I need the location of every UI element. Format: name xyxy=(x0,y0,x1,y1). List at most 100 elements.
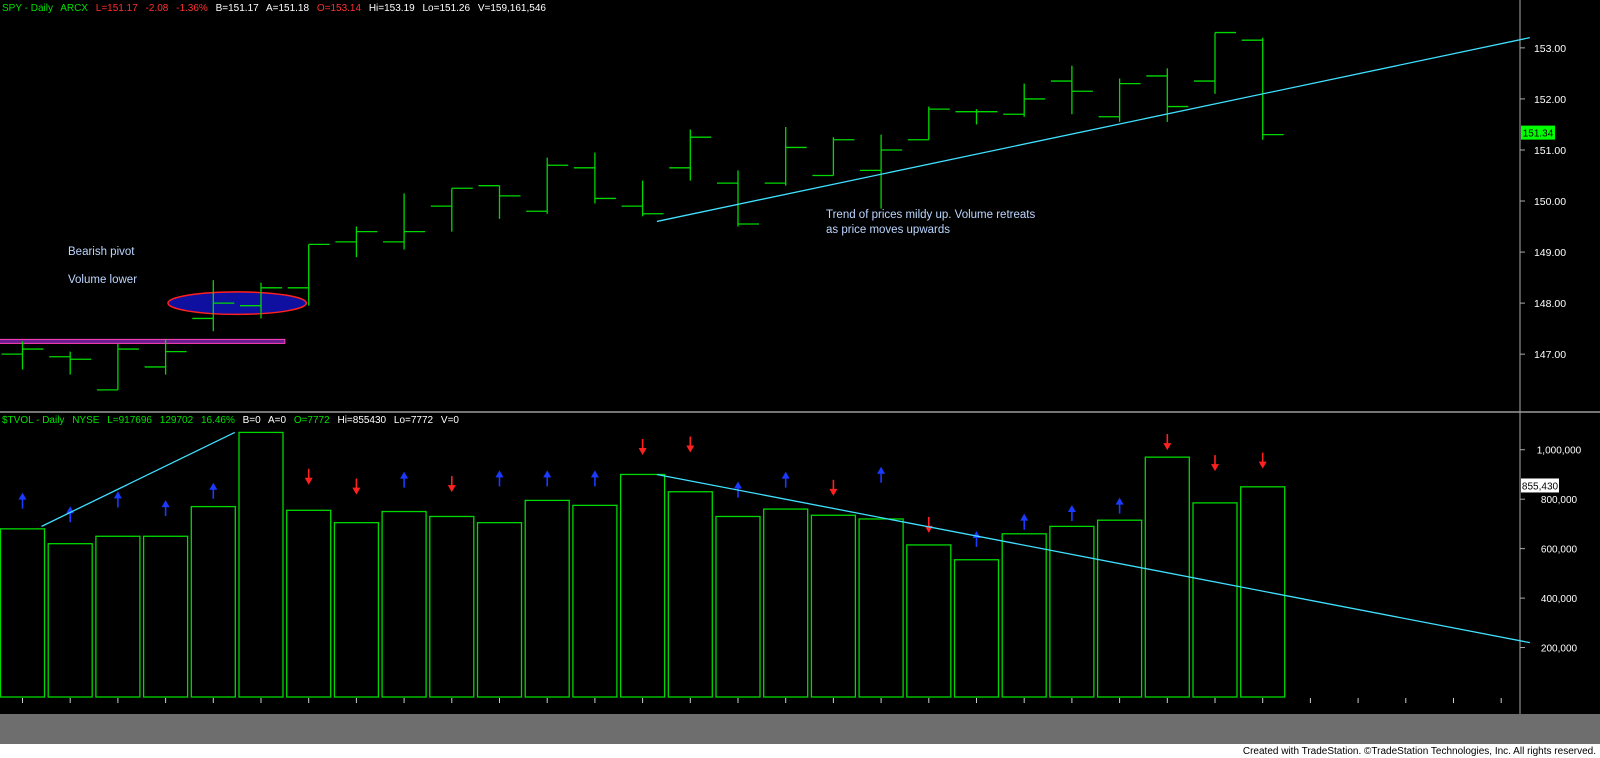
bearish-pivot-annotation: Bearish pivot Volume lower xyxy=(68,245,137,288)
down-arrow-icon xyxy=(638,439,647,456)
x-tick-label: 14 xyxy=(65,705,77,716)
x-tick-label: 15 xyxy=(112,705,124,716)
up-arrow-icon xyxy=(161,500,170,517)
x-tick-label: 18 xyxy=(255,705,267,716)
price-bar xyxy=(49,351,92,375)
volume-trendline-down xyxy=(656,473,1530,644)
up-arrow-icon xyxy=(877,466,886,483)
price-bar xyxy=(1003,83,1046,117)
volume-bar xyxy=(476,522,523,698)
down-arrow-icon xyxy=(304,468,313,485)
arrow-head xyxy=(113,491,122,499)
x-tick-label: 7 xyxy=(878,705,884,716)
x-tick-label: 22 xyxy=(1353,705,1365,716)
price-bar xyxy=(1241,37,1284,140)
up-arrow-icon xyxy=(1115,497,1124,514)
volume-bar xyxy=(667,491,713,698)
arrow-head xyxy=(1211,464,1219,472)
x-tick-label: 22 xyxy=(303,705,315,716)
x-tick-label: 26 xyxy=(1448,705,1460,716)
arrow-head xyxy=(734,481,742,489)
x-tick-label: 25 xyxy=(1400,705,1412,716)
x-tick-label: 31 xyxy=(637,705,649,716)
volume-bar xyxy=(858,518,904,698)
price-bid: B=151.17 xyxy=(215,3,259,14)
volume-bar xyxy=(238,431,284,698)
arrow-head xyxy=(781,471,790,479)
price-change-pct: -1.36% xyxy=(176,3,208,14)
arrow-head xyxy=(1020,513,1029,521)
arrow-head xyxy=(1067,505,1076,513)
price-bar xyxy=(430,187,473,232)
x-tick-label: 24 xyxy=(399,705,411,716)
volume-bar xyxy=(810,514,857,698)
volume-tick-label: 200,000 xyxy=(1541,644,1578,655)
volume-bar xyxy=(333,522,380,698)
x-tick-label: Feb xyxy=(682,705,700,716)
price-bar xyxy=(764,126,807,186)
up-arrow-icon xyxy=(18,492,27,509)
volume-bar xyxy=(381,510,427,698)
price-tick-label: 153.00 xyxy=(1534,43,1566,55)
x-tick-label: 11 xyxy=(17,705,28,716)
arrow-head xyxy=(400,471,409,479)
up-arrow-icon xyxy=(1067,505,1076,522)
price-bar xyxy=(717,170,759,227)
x-tick-label: 27 xyxy=(1496,705,1508,716)
price-bar xyxy=(1050,65,1093,115)
x-tick-label: 12 xyxy=(1019,705,1031,716)
down-arrow-icon xyxy=(1258,452,1267,469)
x-tick-label: 8 xyxy=(926,705,932,716)
arrow-head xyxy=(590,470,599,478)
down-arrow-icon xyxy=(1163,434,1172,451)
x-tick-label: 17 xyxy=(208,705,220,716)
price-chart-header: SPY - Daily ARCX L=151.17 -2.08 -1.36% B… xyxy=(2,3,551,14)
price-bar xyxy=(1194,31,1236,94)
volume-trendline-up xyxy=(41,431,236,527)
volume-open: O=7772 xyxy=(293,415,330,426)
volume-last: L=917696 xyxy=(107,415,152,426)
volume-bar xyxy=(715,515,761,698)
x-tick-label: 11 xyxy=(971,705,982,716)
volume-bar xyxy=(619,473,666,698)
x-tick-label: 20 xyxy=(1257,705,1269,716)
volume-tick-label: 600,000 xyxy=(1541,545,1578,556)
arrow-head xyxy=(495,470,504,478)
arrow-head xyxy=(447,485,456,493)
bearish-pivot-label: Bearish pivot xyxy=(68,246,135,258)
volume-bar xyxy=(1096,519,1143,698)
arrow-head xyxy=(1115,497,1124,505)
volume-lower-label: Volume lower xyxy=(68,274,138,286)
volume-bid: B=0 xyxy=(242,415,261,426)
x-tick-label: 25 xyxy=(446,705,458,716)
volume-bar xyxy=(1240,486,1286,698)
price-ask: A=151.18 xyxy=(265,3,310,14)
support-band xyxy=(0,338,286,344)
x-tick-label: 13 xyxy=(1066,705,1078,716)
price-volume: V=159,161,546 xyxy=(477,3,546,14)
volume-tick-label: 1,000,000 xyxy=(1537,446,1582,457)
price-tick-label: 151.00 xyxy=(1534,145,1566,157)
up-arrow-icon xyxy=(400,471,409,488)
last-volume-label: 855,430 xyxy=(1522,481,1559,492)
x-tick-label: 29 xyxy=(542,705,554,716)
arrow-head xyxy=(829,488,838,496)
price-bar xyxy=(240,282,282,319)
x-tick-label: 5 xyxy=(783,705,789,716)
x-tick-label: 19 xyxy=(1209,705,1221,716)
volume-pane xyxy=(0,431,1530,698)
arrow-head xyxy=(543,470,552,478)
x-tick-label: 15 xyxy=(1162,705,1174,716)
down-arrow-icon xyxy=(829,479,838,496)
down-arrow-icon xyxy=(352,478,361,495)
price-trendline xyxy=(656,37,1530,223)
price-bar xyxy=(192,280,235,332)
down-arrow-icon xyxy=(1211,455,1219,472)
price-bar xyxy=(907,106,950,141)
price-tick-label: 152.00 xyxy=(1534,94,1566,106)
price-change: -2.08 xyxy=(145,3,169,14)
arrow-head xyxy=(638,448,647,456)
up-arrow-icon xyxy=(209,482,218,499)
down-arrow-icon xyxy=(686,436,695,453)
x-axis-panel xyxy=(0,714,1600,744)
